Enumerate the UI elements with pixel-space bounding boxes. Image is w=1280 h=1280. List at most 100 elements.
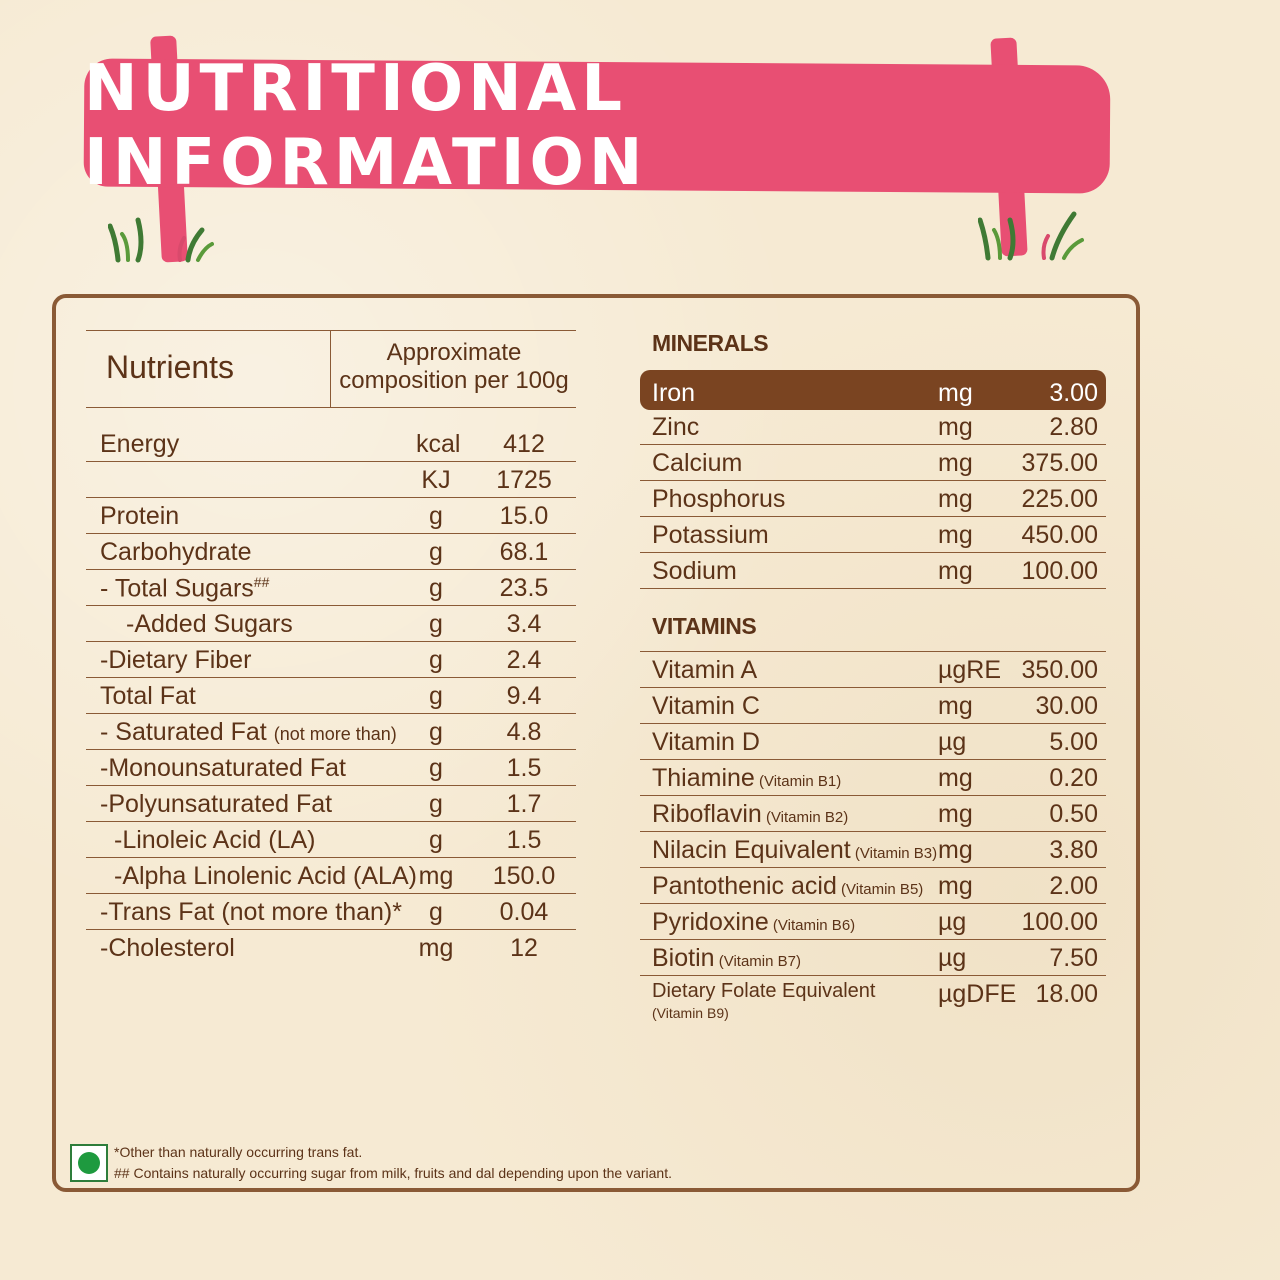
nutrient-name: -Alpha Linolenic Acid (ALA) xyxy=(100,862,417,891)
nutrient-unit: g xyxy=(429,898,443,926)
vitamins-value: 0.20 xyxy=(1049,764,1098,792)
vitamins-unit: mg xyxy=(938,800,973,828)
nutrient-value: 4.8 xyxy=(506,718,542,746)
nutrient-value: 9.4 xyxy=(506,682,542,710)
vitamins-unit: mg xyxy=(938,836,973,864)
table-row: Phosphorus mg 225.00 xyxy=(640,481,1106,517)
table-row: KJ 1725 xyxy=(86,462,576,498)
vitamins-qualifier: (Vitamin B5) xyxy=(836,881,924,898)
vitamins-title: VITAMINS xyxy=(652,613,757,639)
minerals-title: MINERALS xyxy=(652,330,769,356)
nutrient-name-text: Energy xyxy=(100,430,180,458)
minerals-value: 100.00 xyxy=(1021,557,1098,585)
nutrients-rows: Energy kcal 412 KJ 1725 Protein g 15.0 Carbohydr… xyxy=(86,426,576,965)
minerals-value: 2.80 xyxy=(1049,413,1098,441)
nutrients-table-header: Nutrients Approximate composition per 10… xyxy=(86,330,576,408)
vitamins-unit: mg xyxy=(938,764,973,792)
nutrient-unit: g xyxy=(429,502,443,530)
vitamins-unit: µgDFE xyxy=(938,980,1017,1008)
nutrient-unit: g xyxy=(429,718,443,746)
vitamins-unit: mg xyxy=(938,872,973,900)
vitamins-unit: µg xyxy=(938,944,967,972)
vitamins-unit: µg xyxy=(938,728,967,756)
nutrient-value: 68.1 xyxy=(499,538,549,566)
grass-icon xyxy=(108,217,214,263)
nutrient-unit: mg xyxy=(418,862,454,890)
nutrient-name: -Polyunsaturated Fat xyxy=(100,790,332,819)
table-row: Sodium mg 100.00 xyxy=(640,553,1106,589)
nutrient-value: 1.5 xyxy=(506,826,542,854)
vitamins-name-text: Dietary Folate Equivalent xyxy=(652,980,876,1002)
vitamins-unit: mg xyxy=(938,692,973,720)
nutrient-value: 2.4 xyxy=(506,646,542,674)
nutrient-value: 1.5 xyxy=(506,754,542,782)
minerals-name-text: Sodium xyxy=(652,557,737,585)
nutrient-name: -Cholesterol xyxy=(100,934,235,963)
minerals-unit: mg xyxy=(938,449,973,477)
nutrient-name-text: Protein xyxy=(100,502,180,530)
nutrient-name: -Linoleic Acid (LA) xyxy=(100,826,315,855)
table-row: Total Fat g 9.4 xyxy=(86,678,576,714)
minerals-name: Phosphorus xyxy=(652,485,785,514)
nutrient-name: -Dietary Fiber xyxy=(100,646,251,675)
vitamins-name: Nilacin Equivalent (Vitamin B3) xyxy=(652,836,937,865)
vitamins-name-text: Pyridoxine xyxy=(652,908,769,936)
vitamins-qualifier: (Vitamin B7) xyxy=(714,953,801,970)
table-row: -Polyunsaturated Fat g 1.7 xyxy=(86,786,576,822)
vitamins-value: 100.00 xyxy=(1021,908,1098,936)
nutrient-qualifier: (not more than) xyxy=(273,724,397,744)
nutrient-unit: g xyxy=(429,790,443,818)
minerals-value: 375.00 xyxy=(1021,449,1098,477)
nutrient-name-text: - Total Sugars xyxy=(100,574,254,602)
nutrient-unit: KJ xyxy=(421,466,451,494)
vitamins-name: Pantothenic acid (Vitamin B5) xyxy=(652,872,923,901)
minerals-name-text: Calcium xyxy=(652,449,743,477)
nutrient-value: 15.0 xyxy=(499,502,549,530)
vitamins-name-text: Pantothenic acid xyxy=(652,872,837,900)
table-row: Vitamin D µg 5.00 xyxy=(640,724,1106,760)
vitamins-name: Thiamine (Vitamin B1) xyxy=(652,764,841,793)
minerals-name: Iron xyxy=(652,379,695,408)
veg-mark-icon xyxy=(70,1144,108,1182)
vitamins-value: 2.00 xyxy=(1049,872,1098,900)
nutrient-unit: g xyxy=(429,574,443,602)
vitamins-name-text: Biotin xyxy=(652,944,715,972)
minerals-unit: mg xyxy=(938,485,973,513)
vitamins-value: 5.00 xyxy=(1049,728,1098,756)
minerals-name: Zinc xyxy=(652,413,699,442)
header-nutrients: Nutrients xyxy=(106,349,235,385)
table-row: Zinc mg 2.80 xyxy=(640,409,1106,445)
nutrient-name-text: -Monounsaturated Fat xyxy=(100,754,346,782)
table-row: Pantothenic acid (Vitamin B5) mg 2.00 xyxy=(640,868,1106,904)
vitamins-name-text: Vitamin A xyxy=(652,656,758,684)
table-row: Pyridoxine (Vitamin B6) µg 100.00 xyxy=(640,904,1106,940)
vitamins-name-text: Thiamine xyxy=(652,764,755,792)
nutrient-name: -Monounsaturated Fat xyxy=(100,754,346,783)
nutrient-name-text: Carbohydrate xyxy=(100,538,252,566)
nutrient-name-text: -Dietary Fiber xyxy=(100,646,252,674)
minerals-table: Iron mg 3.00 Zinc mg 2.80 Calcium mg 375.00 Phosp… xyxy=(640,370,1106,589)
nutrient-name-text: -Linoleic Acid (LA) xyxy=(114,826,316,854)
nutrient-name-text: - Saturated Fat xyxy=(100,718,274,746)
footnote-trans-fat: *Other than naturally occurring trans fa… xyxy=(114,1144,363,1160)
nutrient-name-text: -Polyunsaturated Fat xyxy=(100,790,333,818)
vitamins-unit: µg xyxy=(938,908,967,936)
header-composition: Approximate composition per 100g xyxy=(332,339,576,395)
minerals-value: 225.00 xyxy=(1021,485,1098,513)
table-row: -Trans Fat (not more than)* g 0.04 xyxy=(86,894,576,930)
nutrient-unit: g xyxy=(429,682,443,710)
header-composition-line1: Approximate xyxy=(386,339,522,366)
table-row: Biotin (Vitamin B7) µg 7.50 xyxy=(640,940,1106,976)
vitamins-value: 3.80 xyxy=(1049,836,1098,864)
minerals-name-text: Zinc xyxy=(652,413,700,441)
minerals-unit: mg xyxy=(938,521,973,549)
table-row: -Dietary Fiber g 2.4 xyxy=(86,642,576,678)
table-row: Nilacin Equivalent (Vitamin B3) mg 3.80 xyxy=(640,832,1106,868)
nutrient-name-text: -Added Sugars xyxy=(126,610,293,638)
table-row: -Added Sugars g 3.4 xyxy=(86,606,576,642)
vitamins-qualifier: (Vitamin B3) xyxy=(850,845,938,862)
nutrients-table: Nutrients Approximate composition per 10… xyxy=(86,330,576,965)
vitamins-value: 350.00 xyxy=(1021,656,1098,684)
vitamins-name-text: Vitamin D xyxy=(652,728,760,756)
minerals-name: Sodium xyxy=(652,557,737,586)
